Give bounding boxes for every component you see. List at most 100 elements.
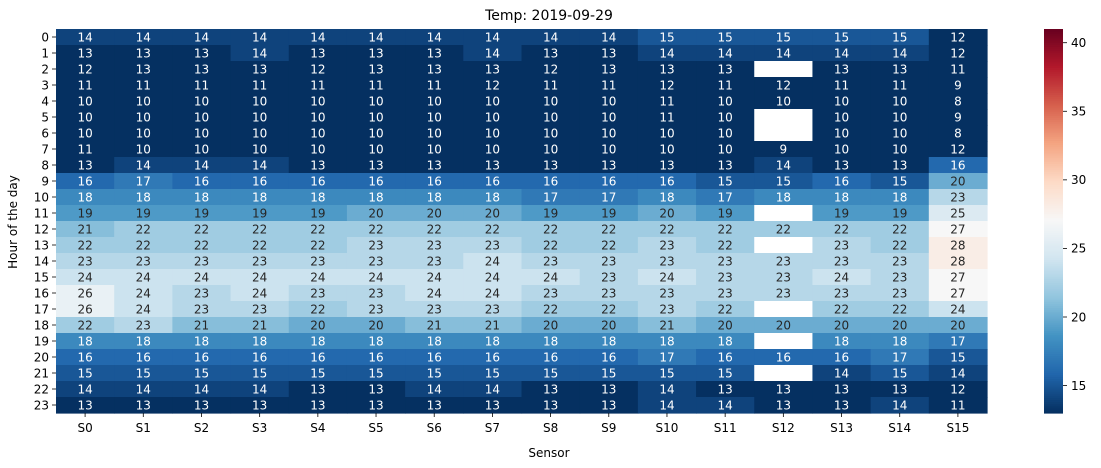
colorbar-gradient-step — [1044, 336, 1063, 339]
cell-value-label: 18 — [368, 190, 383, 204]
cell-value-label: 26 — [77, 302, 92, 316]
colorbar-gradient-step — [1044, 169, 1063, 172]
y-tick-label: 19 — [34, 334, 49, 348]
x-axis-label: Sensor — [528, 446, 569, 460]
heatmap-cell — [288, 205, 348, 222]
colorbar-tick-label: 25 — [1071, 242, 1086, 256]
heatmap-cell — [521, 61, 581, 78]
heatmap-cell — [696, 125, 755, 142]
cell-value-label: 14 — [136, 30, 151, 44]
colorbar-gradient-step — [1044, 270, 1063, 274]
cell-value-label: 23 — [136, 254, 151, 268]
heatmap-cell — [696, 365, 755, 382]
cell-value-label: 22 — [718, 222, 733, 236]
heatmap-cell — [928, 45, 988, 62]
heatmap-cell — [114, 93, 173, 110]
x-tick-label: S9 — [601, 421, 616, 435]
colorbar-gradient-step — [1044, 389, 1063, 393]
heatmap-cell — [288, 173, 348, 190]
cell-value-label: 11 — [77, 142, 92, 156]
colorbar-gradient-step — [1044, 366, 1063, 370]
cell-value-label: 14 — [310, 30, 325, 44]
heatmap-cell — [288, 285, 348, 302]
cell-value-label: 19 — [718, 206, 733, 220]
colorbar-gradient-step — [1044, 192, 1063, 195]
colorbar-gradient-step — [1044, 84, 1063, 88]
cell-value-label: 23 — [485, 238, 500, 252]
cell-value-label: 10 — [252, 126, 267, 140]
heatmap-cell — [637, 93, 697, 110]
heatmap-cell — [754, 125, 814, 142]
cell-value-label: 23 — [718, 254, 733, 268]
heatmap-cell — [56, 269, 115, 286]
heatmap-cell — [405, 349, 464, 366]
cell-value-label: 13 — [77, 158, 92, 172]
colorbar-gradient-step — [1044, 242, 1063, 245]
cell-value-label: 13 — [194, 46, 209, 60]
heatmap-cell — [346, 173, 406, 190]
cell-value-label: 17 — [136, 174, 151, 188]
heatmap-cell — [172, 189, 232, 206]
colorbar-gradient-step — [1044, 159, 1063, 163]
cell-value-label: 15 — [194, 366, 209, 380]
cell-value-label: 11 — [950, 62, 965, 76]
heatmap-cell — [230, 317, 290, 334]
heatmap-cell — [521, 237, 581, 254]
heatmap-cell — [463, 109, 523, 126]
heatmap-cell — [521, 77, 581, 94]
cell-value-label: 10 — [601, 142, 616, 156]
colorbar-gradient-step — [1044, 221, 1063, 224]
cell-value-label: 11 — [659, 110, 674, 124]
cell-value-label: 13 — [543, 46, 558, 60]
cell-value-label: 13 — [310, 382, 325, 396]
colorbar-gradient-step — [1044, 265, 1063, 268]
colorbar-gradient-step — [1044, 217, 1063, 220]
heatmap-cell — [754, 189, 814, 206]
heatmap-cell — [696, 45, 755, 62]
heatmap-cell — [230, 93, 290, 110]
colorbar-gradient-step — [1044, 111, 1063, 115]
heatmap-cell — [870, 157, 930, 174]
heatmap-cell — [579, 141, 639, 158]
cell-value-label: 24 — [485, 286, 500, 300]
cell-value-label: 23 — [718, 286, 733, 300]
cell-value-label: 12 — [659, 78, 674, 92]
heatmap-cell — [579, 285, 639, 302]
heatmap-cell — [928, 397, 988, 414]
heatmap-cell — [405, 61, 464, 78]
heatmap-cell — [928, 237, 988, 254]
colorbar-gradient-step — [1044, 146, 1063, 149]
cell-value-label: 19 — [77, 206, 92, 220]
cell-value-label: 23 — [776, 254, 791, 268]
heatmap-cell — [928, 205, 988, 222]
cell-value-label: 14 — [252, 158, 267, 172]
heatmap-cell — [870, 61, 930, 78]
colorbar-gradient-step — [1044, 92, 1063, 95]
heatmap-cell — [114, 285, 173, 302]
cell-value-label: 22 — [718, 238, 733, 252]
heatmap-cell — [696, 109, 755, 126]
heatmap-cell — [463, 269, 523, 286]
colorbar-gradient-step — [1044, 96, 1063, 99]
cell-value-label: 10 — [543, 142, 558, 156]
cell-value-label: 17 — [892, 350, 907, 364]
cell-value-label: 10 — [368, 126, 383, 140]
cell-value-label: 13 — [136, 398, 151, 412]
heatmap-cell — [288, 365, 348, 382]
colorbar-gradient-step — [1044, 376, 1063, 380]
heatmap-cell — [754, 205, 814, 222]
heatmap-cell — [870, 269, 930, 286]
cell-value-label: 13 — [252, 62, 267, 76]
heatmap-cell — [405, 285, 464, 302]
heatmap-cell — [288, 381, 348, 398]
x-tick-label: S13 — [830, 421, 853, 435]
colorbar-gradient-step — [1044, 234, 1063, 237]
cell-value-label: 10 — [368, 94, 383, 108]
cell-value-label: 24 — [77, 270, 92, 284]
heatmap-cell — [405, 317, 464, 334]
colorbar-gradient-step — [1044, 77, 1063, 80]
cell-value-label: 22 — [776, 222, 791, 236]
heatmap-cell — [288, 333, 348, 350]
cell-value-label: 23 — [427, 302, 442, 316]
heatmap-cell — [114, 141, 173, 158]
